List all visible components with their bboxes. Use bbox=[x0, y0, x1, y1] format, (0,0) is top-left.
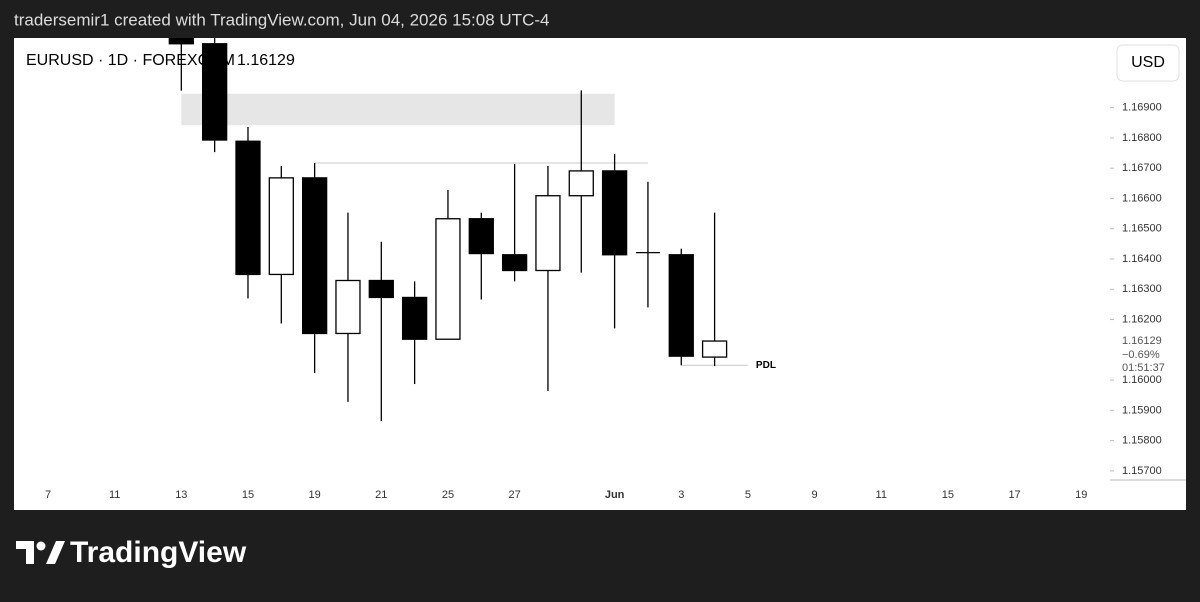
y-tick-label: 1.16700 bbox=[1122, 162, 1162, 174]
x-tick-label: 5 bbox=[745, 489, 751, 501]
y-tick-label: 1.15700 bbox=[1122, 465, 1162, 477]
x-tick-label: 25 bbox=[442, 489, 454, 501]
y-tick-label: 1.16800 bbox=[1122, 132, 1162, 144]
candle-body bbox=[301, 177, 328, 335]
candle-body bbox=[401, 296, 428, 340]
line-label: PDL bbox=[756, 360, 776, 371]
price-change: −0.69% bbox=[1122, 349, 1160, 361]
currency-button[interactable] bbox=[1116, 44, 1180, 82]
candle-body bbox=[235, 140, 261, 276]
legend-price: 1.16129 bbox=[237, 52, 295, 69]
candle-body bbox=[435, 218, 461, 340]
candle-body bbox=[535, 195, 561, 272]
y-tick-label: 1.16900 bbox=[1122, 102, 1162, 114]
x-tick-label: 21 bbox=[375, 489, 387, 501]
y-tick-label: 1.16000 bbox=[1122, 374, 1162, 386]
price-badge: 1.16129 bbox=[1122, 335, 1162, 347]
candle-body bbox=[701, 340, 728, 358]
x-tick-label: 9 bbox=[812, 489, 818, 501]
x-tick-label: 11 bbox=[876, 489, 887, 501]
y-tick-label: 1.15800 bbox=[1122, 435, 1162, 447]
x-tick-label: 19 bbox=[309, 489, 321, 501]
symbol-legend: EURUSD · 1D · FOREXCOM bbox=[26, 52, 235, 69]
y-tick-label: 1.15900 bbox=[1122, 404, 1162, 416]
currency-label: USD bbox=[1131, 54, 1165, 71]
candle-body bbox=[601, 170, 628, 256]
brand-name: TradingView bbox=[70, 536, 247, 569]
plot-area bbox=[168, 38, 748, 421]
countdown: 01:51:37 bbox=[1122, 362, 1165, 374]
x-tick-label: Jun bbox=[605, 489, 625, 501]
x-tick-label: 19 bbox=[1075, 489, 1087, 501]
zone bbox=[181, 93, 615, 126]
x-tick-label: 15 bbox=[242, 489, 254, 501]
candle-body bbox=[168, 38, 194, 45]
candle-body bbox=[568, 170, 594, 197]
x-tick-label: 7 bbox=[45, 489, 51, 501]
x-tick-label: 3 bbox=[678, 489, 684, 501]
candle-body bbox=[368, 279, 394, 299]
brand-logo bbox=[16, 541, 65, 564]
y-tick-label: 1.16200 bbox=[1122, 313, 1162, 325]
x-tick-label: 15 bbox=[942, 489, 954, 501]
y-tick-label: 1.16400 bbox=[1122, 253, 1162, 265]
x-tick-label: 27 bbox=[508, 489, 520, 501]
x-tick-label: 13 bbox=[175, 489, 187, 501]
candle-body bbox=[501, 254, 528, 272]
candle-body bbox=[468, 218, 494, 255]
candle-body bbox=[668, 254, 694, 357]
candle-body bbox=[268, 177, 294, 276]
y-tick-label: 1.16300 bbox=[1122, 283, 1162, 295]
x-tick-label: 17 bbox=[1008, 489, 1020, 501]
candle-body bbox=[201, 43, 228, 141]
header-text: tradersemir1 created with TradingView.co… bbox=[14, 10, 549, 29]
x-tick-label: 11 bbox=[109, 489, 120, 501]
y-tick-label: 1.16500 bbox=[1122, 223, 1162, 235]
y-tick-label: 1.16600 bbox=[1122, 192, 1162, 204]
candle-body bbox=[335, 279, 361, 335]
